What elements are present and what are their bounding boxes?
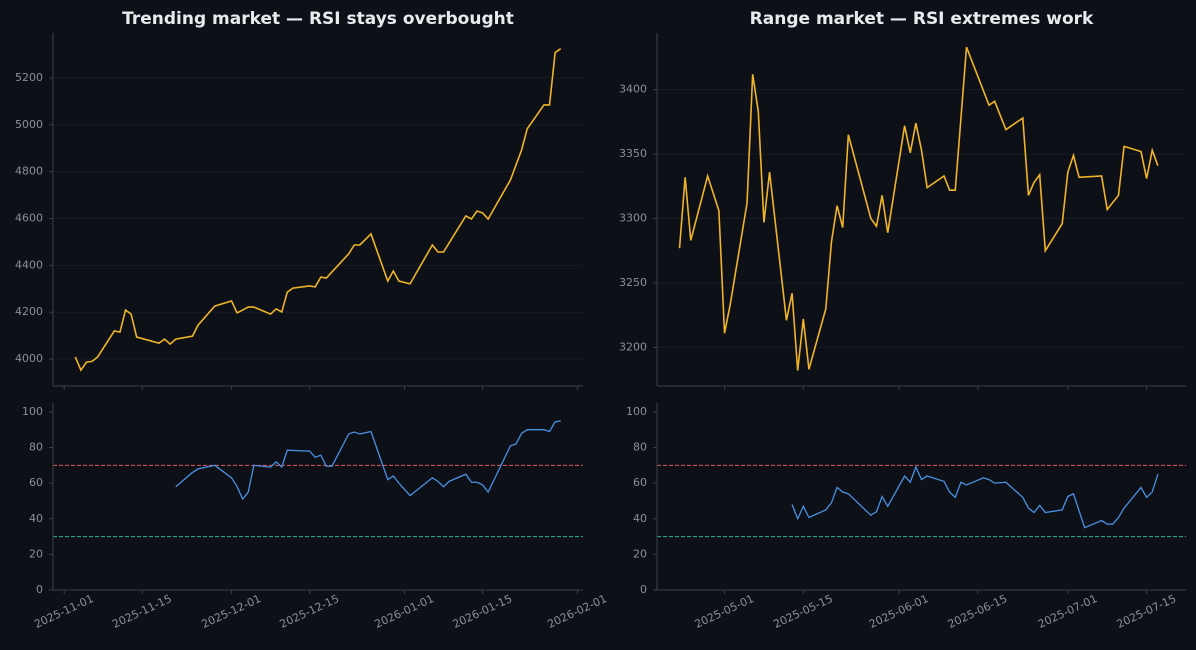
- line-series: [791, 465, 1159, 529]
- chart-title: Range market — RSI extremes work: [750, 9, 1094, 29]
- y-tick-label: 100: [626, 405, 647, 418]
- y-tick-label: 40: [633, 512, 647, 525]
- y-tick-label: 0: [640, 583, 647, 596]
- y-tick-label: 4400: [15, 258, 43, 271]
- y-tick-label: 5000: [15, 118, 43, 131]
- y-tick-label: 20: [29, 547, 43, 560]
- y-tick-label: 60: [29, 476, 43, 489]
- y-tick-label: 3300: [619, 212, 647, 225]
- chart-title: Trending market — RSI stays overbought: [122, 9, 514, 29]
- line-series: [175, 420, 561, 501]
- y-tick-label: 40: [29, 512, 43, 525]
- y-tick-label: 4800: [15, 165, 43, 178]
- y-tick-label: 4000: [15, 352, 43, 365]
- y-tick-label: 100: [22, 405, 43, 418]
- y-tick-label: 0: [36, 583, 43, 596]
- y-tick-label: 3350: [619, 147, 647, 160]
- y-tick-label: 3250: [619, 276, 647, 289]
- y-tick-label: 4600: [15, 212, 43, 225]
- y-tick-label: 80: [633, 441, 647, 454]
- y-tick-label: 20: [633, 547, 647, 560]
- line-series: [74, 48, 562, 372]
- line-series: [678, 46, 1159, 371]
- y-tick-label: 4200: [15, 305, 43, 318]
- y-tick-label: 3200: [619, 340, 647, 353]
- y-tick-label: 3400: [619, 83, 647, 96]
- y-tick-label: 5200: [15, 71, 43, 84]
- y-tick-label: 60: [633, 476, 647, 489]
- y-tick-label: 80: [29, 441, 43, 454]
